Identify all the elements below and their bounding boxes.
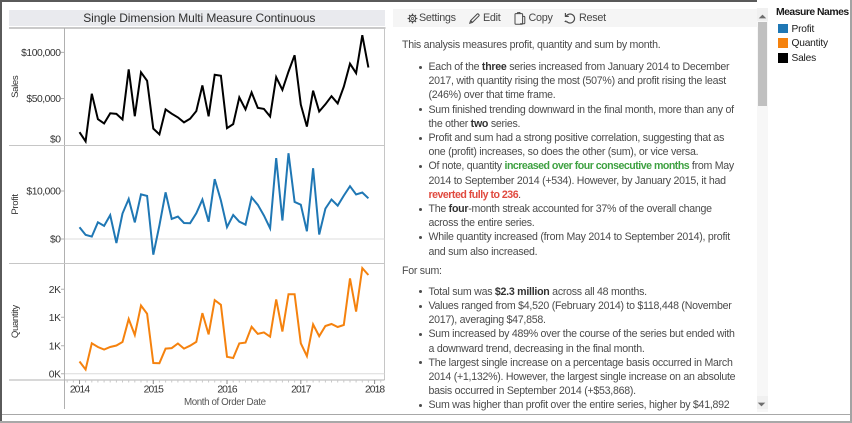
svg-text:Quantity: Quantity bbox=[10, 305, 21, 338]
svg-text:Month of Order Date: Month of Order Date bbox=[184, 397, 267, 408]
svg-text:Profit: Profit bbox=[10, 194, 21, 215]
svg-text:$10,000: $10,000 bbox=[26, 187, 61, 198]
svg-text:2K: 2K bbox=[49, 285, 61, 296]
svg-text:2017: 2017 bbox=[291, 385, 311, 396]
svg-text:$50,000: $50,000 bbox=[26, 94, 61, 105]
svg-text:0K: 0K bbox=[49, 369, 61, 380]
svg-text:2015: 2015 bbox=[144, 385, 164, 396]
svg-text:1K: 1K bbox=[49, 341, 61, 352]
svg-text:2018: 2018 bbox=[365, 385, 385, 396]
svg-text:2014: 2014 bbox=[70, 385, 90, 396]
svg-text:1K: 1K bbox=[49, 313, 61, 324]
svg-text:Sales: Sales bbox=[10, 75, 21, 98]
svg-text:$0: $0 bbox=[50, 235, 61, 246]
svg-text:2016: 2016 bbox=[217, 385, 237, 396]
svg-text:$100,000: $100,000 bbox=[21, 48, 61, 59]
svg-text:$0: $0 bbox=[50, 135, 61, 146]
